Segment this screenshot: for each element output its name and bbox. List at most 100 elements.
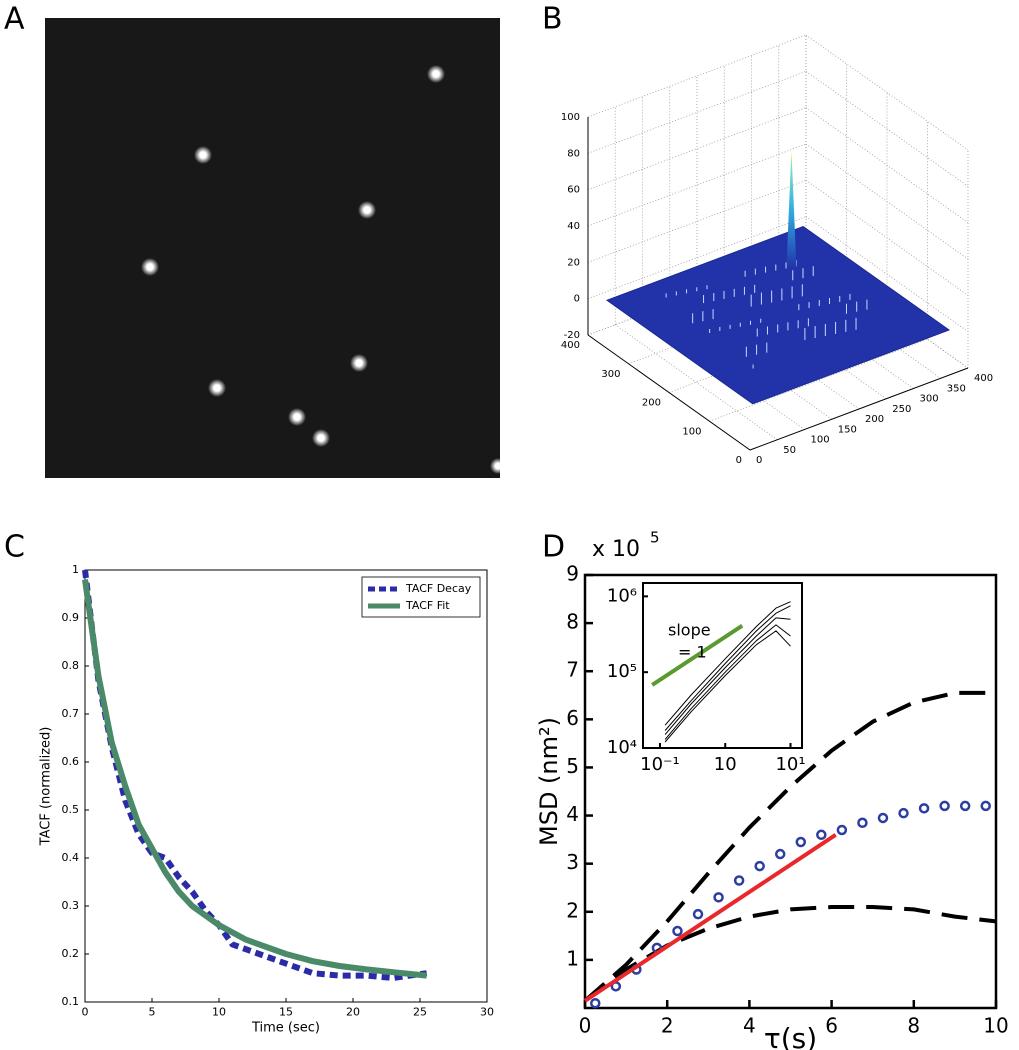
x-tick-label: 2 xyxy=(661,1014,674,1038)
z-tick-label: 40 xyxy=(567,221,580,232)
y-tick-label: 4 xyxy=(566,802,579,826)
data-point xyxy=(918,803,930,814)
y-tick-label: 0 xyxy=(736,455,742,466)
data-point xyxy=(795,836,807,848)
x-tick-label: 0 xyxy=(82,1005,89,1018)
y-tick-label: 0.1 xyxy=(62,995,80,1008)
x-tick-label: 5 xyxy=(149,1005,156,1018)
data-point xyxy=(672,925,683,937)
y-tick-label: 0.4 xyxy=(62,851,80,864)
panel-label: C xyxy=(4,530,25,565)
y-tick-label: 8 xyxy=(566,610,579,634)
z-tick-label: 80 xyxy=(567,148,580,159)
x-tick-label: 6 xyxy=(825,1014,838,1038)
y-tick-label: 0.2 xyxy=(62,947,80,960)
data-point xyxy=(816,829,827,841)
grid-line xyxy=(805,71,969,187)
data-point xyxy=(754,860,765,872)
x-tick-label: 15 xyxy=(279,1005,293,1018)
x-tick-label: 10 xyxy=(714,754,737,775)
y-tick-label: 7 xyxy=(566,658,579,682)
z-tick-label: 20 xyxy=(567,257,580,268)
x-axis-label: τ(s) xyxy=(764,1022,817,1050)
y-tick-label: 9 xyxy=(566,562,579,586)
y-multiplier: x 10 xyxy=(592,537,640,562)
x-tick-label: 250 xyxy=(892,404,911,415)
z-tick-label: 60 xyxy=(567,185,580,196)
x-tick-label: 400 xyxy=(974,373,993,384)
axis-line xyxy=(749,367,969,451)
y-axis-label: MSD (nm²) xyxy=(535,717,563,846)
data-point xyxy=(877,812,889,824)
series-line xyxy=(583,833,837,1003)
spots xyxy=(141,65,506,474)
data-point xyxy=(836,824,848,836)
legend-label: TACF Decay xyxy=(405,582,472,595)
panel-label: D xyxy=(542,530,565,565)
y-tick-label: 6 xyxy=(566,706,579,730)
y-tick-label: 2 xyxy=(566,898,579,922)
series-line xyxy=(664,605,791,731)
grid-line xyxy=(805,143,969,260)
x-axis-label: Time (sec) xyxy=(251,1021,320,1036)
series-line xyxy=(651,624,744,687)
y-multiplier-exp: 5 xyxy=(650,529,660,547)
series-line xyxy=(664,624,791,740)
data-point xyxy=(898,807,909,819)
x-tick-label: 10 xyxy=(983,1014,1008,1038)
inset-annotation: slope xyxy=(668,621,711,640)
y-tick-label: 0.5 xyxy=(62,803,80,816)
grid-line xyxy=(805,216,969,332)
y-tick-label: 0.3 xyxy=(62,899,80,912)
y-tick-label: 200 xyxy=(642,398,661,409)
x-tick-label: 100 xyxy=(811,435,830,446)
x-tick-label: 10 xyxy=(212,1005,226,1018)
y-tick-label: 3 xyxy=(566,850,579,874)
y-axis-label: TACF (normalized) xyxy=(39,727,54,847)
data-point xyxy=(857,817,868,829)
legend-box xyxy=(361,576,481,618)
grid-line xyxy=(805,107,969,223)
x-tick-label: 0 xyxy=(756,455,762,466)
z-tick-label: -20 xyxy=(564,330,580,341)
x-tick-label: 300 xyxy=(920,394,939,405)
series-line xyxy=(82,579,428,979)
x-tick-label: 200 xyxy=(865,414,884,425)
y-tick-label: 300 xyxy=(601,369,620,380)
x-tick-label: 10¹ xyxy=(775,754,805,775)
data-point xyxy=(939,800,950,812)
y-tick-label: 0.6 xyxy=(62,755,80,768)
x-tick-label: 8 xyxy=(907,1014,920,1038)
x-tick-label: 50 xyxy=(783,445,796,456)
data-point xyxy=(733,875,745,886)
x-tick-label: 10⁻¹ xyxy=(640,754,680,775)
grid-line xyxy=(805,34,969,151)
plot-area xyxy=(84,569,488,1003)
data-point xyxy=(774,848,786,860)
surface-peak xyxy=(786,149,797,268)
data-point xyxy=(713,892,724,903)
data-point xyxy=(692,908,704,920)
x-tick-label: 30 xyxy=(480,1005,494,1018)
surface-plane xyxy=(605,225,951,405)
x-tick-label: 350 xyxy=(947,383,966,394)
y-tick-label: 0.9 xyxy=(62,611,80,624)
series-line xyxy=(664,617,791,735)
series-line xyxy=(583,690,996,1003)
panel-a-image xyxy=(45,18,506,478)
x-tick-label: 20 xyxy=(346,1005,360,1018)
y-tick-label: 5 xyxy=(566,754,579,778)
y-tick-label: 10⁴ xyxy=(607,737,637,758)
grid-line xyxy=(615,324,778,441)
y-tick-label: 1 xyxy=(72,563,79,576)
y-tick-label: 0.7 xyxy=(62,707,80,720)
panel-label: B xyxy=(542,2,563,37)
y-tick-label: 1 xyxy=(566,946,579,970)
data-point xyxy=(590,997,601,1009)
data-point xyxy=(959,800,971,812)
z-tick-label: 100 xyxy=(561,112,580,123)
y-tick-label: 10⁵ xyxy=(607,661,637,682)
series-line xyxy=(664,601,791,726)
y-tick-label: 0.8 xyxy=(62,659,80,672)
data-point xyxy=(980,800,991,812)
